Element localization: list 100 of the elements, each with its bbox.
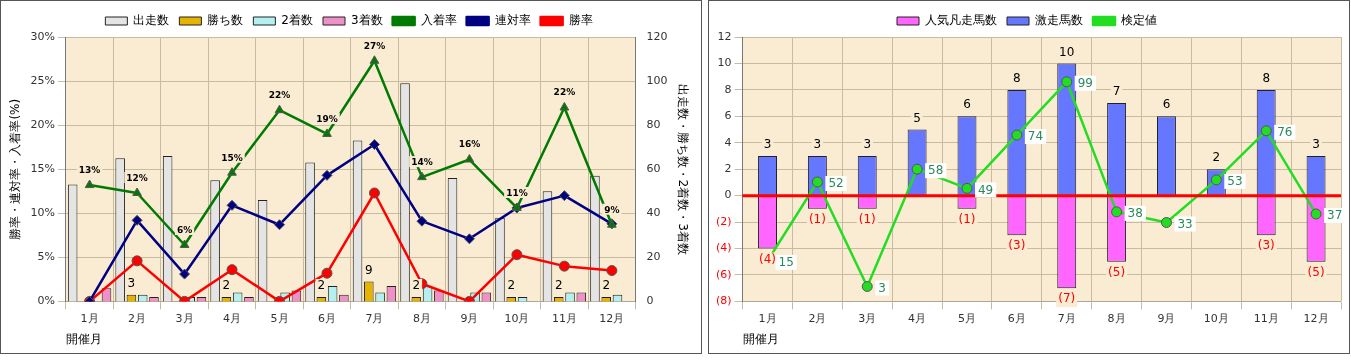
x-tick-label: 4月 bbox=[908, 311, 927, 325]
legend-label: 入着率 bbox=[420, 13, 457, 28]
x-tick-label: 1月 bbox=[758, 311, 777, 325]
y-axis-title: 勝率・連対率・入着率(%) bbox=[8, 98, 23, 240]
data-label: 2 bbox=[317, 278, 326, 293]
y-tick-label: 0% bbox=[37, 294, 55, 308]
data-label: 14% bbox=[411, 156, 433, 167]
x-tick-label: 5月 bbox=[270, 311, 289, 325]
data-label: (3) bbox=[1008, 238, 1026, 253]
data-label: 6 bbox=[963, 97, 971, 112]
data-label: 10 bbox=[1059, 44, 1075, 59]
data-label: 38 bbox=[1127, 205, 1143, 220]
data-label: 3 bbox=[863, 137, 872, 152]
data-label: (1) bbox=[858, 211, 876, 226]
data-label: 52 bbox=[828, 176, 844, 191]
x-tick-label: 10月 bbox=[504, 311, 530, 325]
y-tick-label: (4) bbox=[715, 241, 732, 255]
y2-tick-label: 0 bbox=[646, 294, 654, 308]
x-tick-label: 7月 bbox=[365, 311, 384, 325]
legend-label: 検定値 bbox=[1121, 13, 1157, 28]
data-label: 3 bbox=[1312, 137, 1320, 152]
data-label: 11% bbox=[506, 187, 528, 198]
x-tick-label: 3月 bbox=[175, 311, 194, 325]
legend-label: 人気凡走馬数 bbox=[925, 13, 997, 28]
y-tick-label: 30% bbox=[30, 29, 55, 43]
data-label: 9 bbox=[365, 262, 373, 277]
x-axis-title: 開催月 bbox=[742, 331, 779, 346]
data-label: 15 bbox=[778, 255, 794, 270]
y-tick-label: 8 bbox=[724, 82, 732, 96]
data-label: 19% bbox=[316, 113, 338, 124]
y2-tick-label: 40 bbox=[646, 206, 661, 220]
y-tick-label: 6 bbox=[724, 109, 732, 123]
data-label: 2 bbox=[222, 278, 231, 293]
data-label: 2 bbox=[1212, 150, 1221, 165]
x-tick-label: 4月 bbox=[223, 311, 242, 325]
y2-tick-label: 60 bbox=[646, 162, 661, 176]
data-label: 6 bbox=[1162, 97, 1171, 112]
legend-label: 勝率 bbox=[568, 13, 593, 28]
data-label: (5) bbox=[1108, 264, 1126, 279]
data-label: (1) bbox=[808, 211, 826, 226]
data-label: 76 bbox=[1277, 124, 1293, 139]
x-tick-label: 9月 bbox=[1157, 311, 1176, 325]
data-label: 5 bbox=[913, 110, 921, 125]
data-label: (1) bbox=[958, 211, 976, 226]
data-label: 7 bbox=[1112, 84, 1121, 99]
x-tick-label: 5月 bbox=[957, 311, 976, 325]
data-label: 49 bbox=[977, 182, 994, 197]
y2-tick-label: 20 bbox=[646, 250, 661, 264]
data-label: 2 bbox=[507, 278, 516, 293]
data-label: (4) bbox=[759, 251, 777, 266]
data-label: 12% bbox=[126, 172, 148, 183]
data-label: 15% bbox=[221, 152, 243, 163]
x-tick-label: 1月 bbox=[80, 311, 99, 325]
y-tick-label: 20% bbox=[30, 117, 55, 131]
x-tick-label: 12月 bbox=[599, 311, 625, 325]
data-label: 22% bbox=[268, 89, 291, 100]
x-tick-label: 2月 bbox=[128, 311, 147, 325]
data-label: 2 bbox=[554, 278, 563, 293]
data-label: 3 bbox=[127, 275, 136, 290]
data-label: (7) bbox=[1058, 291, 1076, 306]
y-tick-label: 0 bbox=[724, 188, 732, 202]
y-tick-label: 10% bbox=[30, 206, 55, 220]
x-tick-label: 6月 bbox=[1007, 311, 1026, 325]
y-tick-label: (6) bbox=[715, 267, 732, 281]
x-tick-label: 7月 bbox=[1057, 311, 1076, 325]
y2-tick-label: 100 bbox=[646, 73, 668, 87]
data-label: 53 bbox=[1227, 173, 1243, 188]
y-tick-label: (8) bbox=[715, 294, 732, 308]
y-tick-label: 4 bbox=[724, 135, 732, 149]
data-label: 74 bbox=[1027, 129, 1044, 144]
legend-label: 3着数 bbox=[351, 13, 383, 28]
legend-label: 2着数 bbox=[281, 13, 314, 28]
x-tick-label: 8月 bbox=[1107, 311, 1126, 325]
y-tick-label: 12 bbox=[717, 29, 732, 43]
y-tick-label: 5% bbox=[37, 250, 55, 264]
legend-label: 勝ち数 bbox=[207, 13, 244, 28]
x-tick-label: 12月 bbox=[1303, 311, 1329, 325]
legend-label: 連対率 bbox=[494, 13, 531, 28]
data-label: 27% bbox=[363, 40, 386, 51]
y-tick-label: (2) bbox=[715, 214, 732, 228]
x-tick-label: 8月 bbox=[412, 311, 431, 325]
data-label: 8 bbox=[1262, 71, 1271, 85]
data-label: 2 bbox=[412, 278, 421, 293]
legend-label: 出走数 bbox=[133, 13, 170, 28]
x-tick-label: 9月 bbox=[460, 311, 479, 325]
data-label: 3 bbox=[878, 280, 886, 295]
y2-tick-label: 80 bbox=[646, 117, 661, 131]
x-tick-label: 6月 bbox=[317, 311, 336, 325]
y-tick-label: 10 bbox=[717, 56, 732, 70]
y-tick-label: 15% bbox=[30, 162, 55, 176]
data-label: 9% bbox=[604, 204, 620, 215]
x-tick-label: 11月 bbox=[551, 311, 577, 325]
y2-tick-label: 120 bbox=[646, 29, 668, 43]
x-tick-label: 3月 bbox=[858, 311, 877, 325]
data-label: 3 bbox=[813, 137, 822, 152]
data-label: 2 bbox=[602, 278, 611, 293]
data-label: 22% bbox=[553, 87, 576, 98]
y2-axis-title: 出走数・勝ち数・2着数・3着数 bbox=[675, 83, 690, 255]
data-label: 16% bbox=[458, 139, 481, 150]
data-label: 13% bbox=[78, 164, 101, 175]
